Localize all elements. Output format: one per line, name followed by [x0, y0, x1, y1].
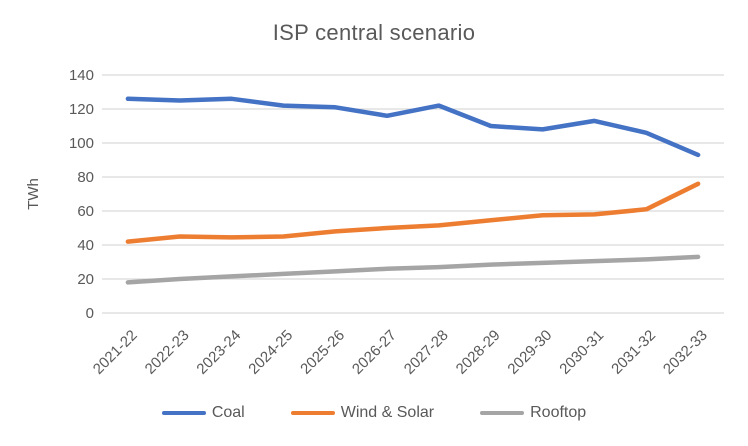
y-tick-label: 40 — [77, 237, 94, 254]
x-tick-label: 2022-23 — [142, 327, 193, 378]
y-tick-label: 60 — [77, 203, 94, 220]
x-tick-label: 2029-30 — [504, 327, 555, 378]
legend-label-rooftop: Rooftop — [530, 404, 587, 421]
x-tick-label: 2030-31 — [556, 327, 607, 378]
legend-label-wind-solar: Wind & Solar — [340, 404, 435, 421]
series-line-wind-solar — [125, 181, 701, 244]
legend-item-rooftop[interactable]: Rooftop — [480, 404, 586, 422]
legend-label-coal: Coal — [211, 404, 245, 421]
legend-swatch-coal — [161, 410, 206, 416]
x-tick-label: 2026-27 — [349, 327, 400, 378]
y-tick-label: 0 — [86, 305, 94, 322]
x-axis-tick-labels: 2021-22 2022-23 2023-24 2024-25 2025-26 2026-… — [90, 327, 711, 378]
y-tick-label: 20 — [77, 271, 94, 288]
y-tick-label: 100 — [69, 135, 94, 152]
y-axis-tick-labels: 0 20 40 60 80 100 120 140 — [69, 67, 94, 322]
x-tick-label: 2023-24 — [193, 327, 244, 378]
y-tick-label: 120 — [69, 101, 94, 118]
x-tick-label: 2024-25 — [245, 327, 296, 378]
x-tick-label: 2027-28 — [401, 327, 452, 378]
legend: Coal Wind & Solar Rooftop — [0, 404, 748, 422]
legend-item-coal[interactable]: Coal — [161, 404, 245, 422]
y-tick-label: 140 — [69, 67, 94, 84]
x-tick-label: 2028-29 — [453, 327, 504, 378]
legend-item-wind-solar[interactable]: Wind & Solar — [290, 404, 435, 422]
chart-title: ISP central scenario — [272, 20, 476, 45]
x-tick-label: 2021-22 — [90, 327, 141, 378]
y-tick-label: 80 — [77, 169, 94, 186]
series-line-coal — [125, 96, 701, 158]
legend-swatch-rooftop — [480, 410, 525, 416]
series-lines — [125, 96, 701, 285]
y-axis-title: TWh — [25, 178, 42, 210]
series-line-rooftop — [125, 254, 701, 285]
x-tick-label: 2025-26 — [297, 327, 348, 378]
x-tick-label: 2031-32 — [608, 327, 659, 378]
legend-swatch-wind-solar — [290, 410, 335, 416]
x-tick-label: 2032-33 — [660, 327, 711, 378]
